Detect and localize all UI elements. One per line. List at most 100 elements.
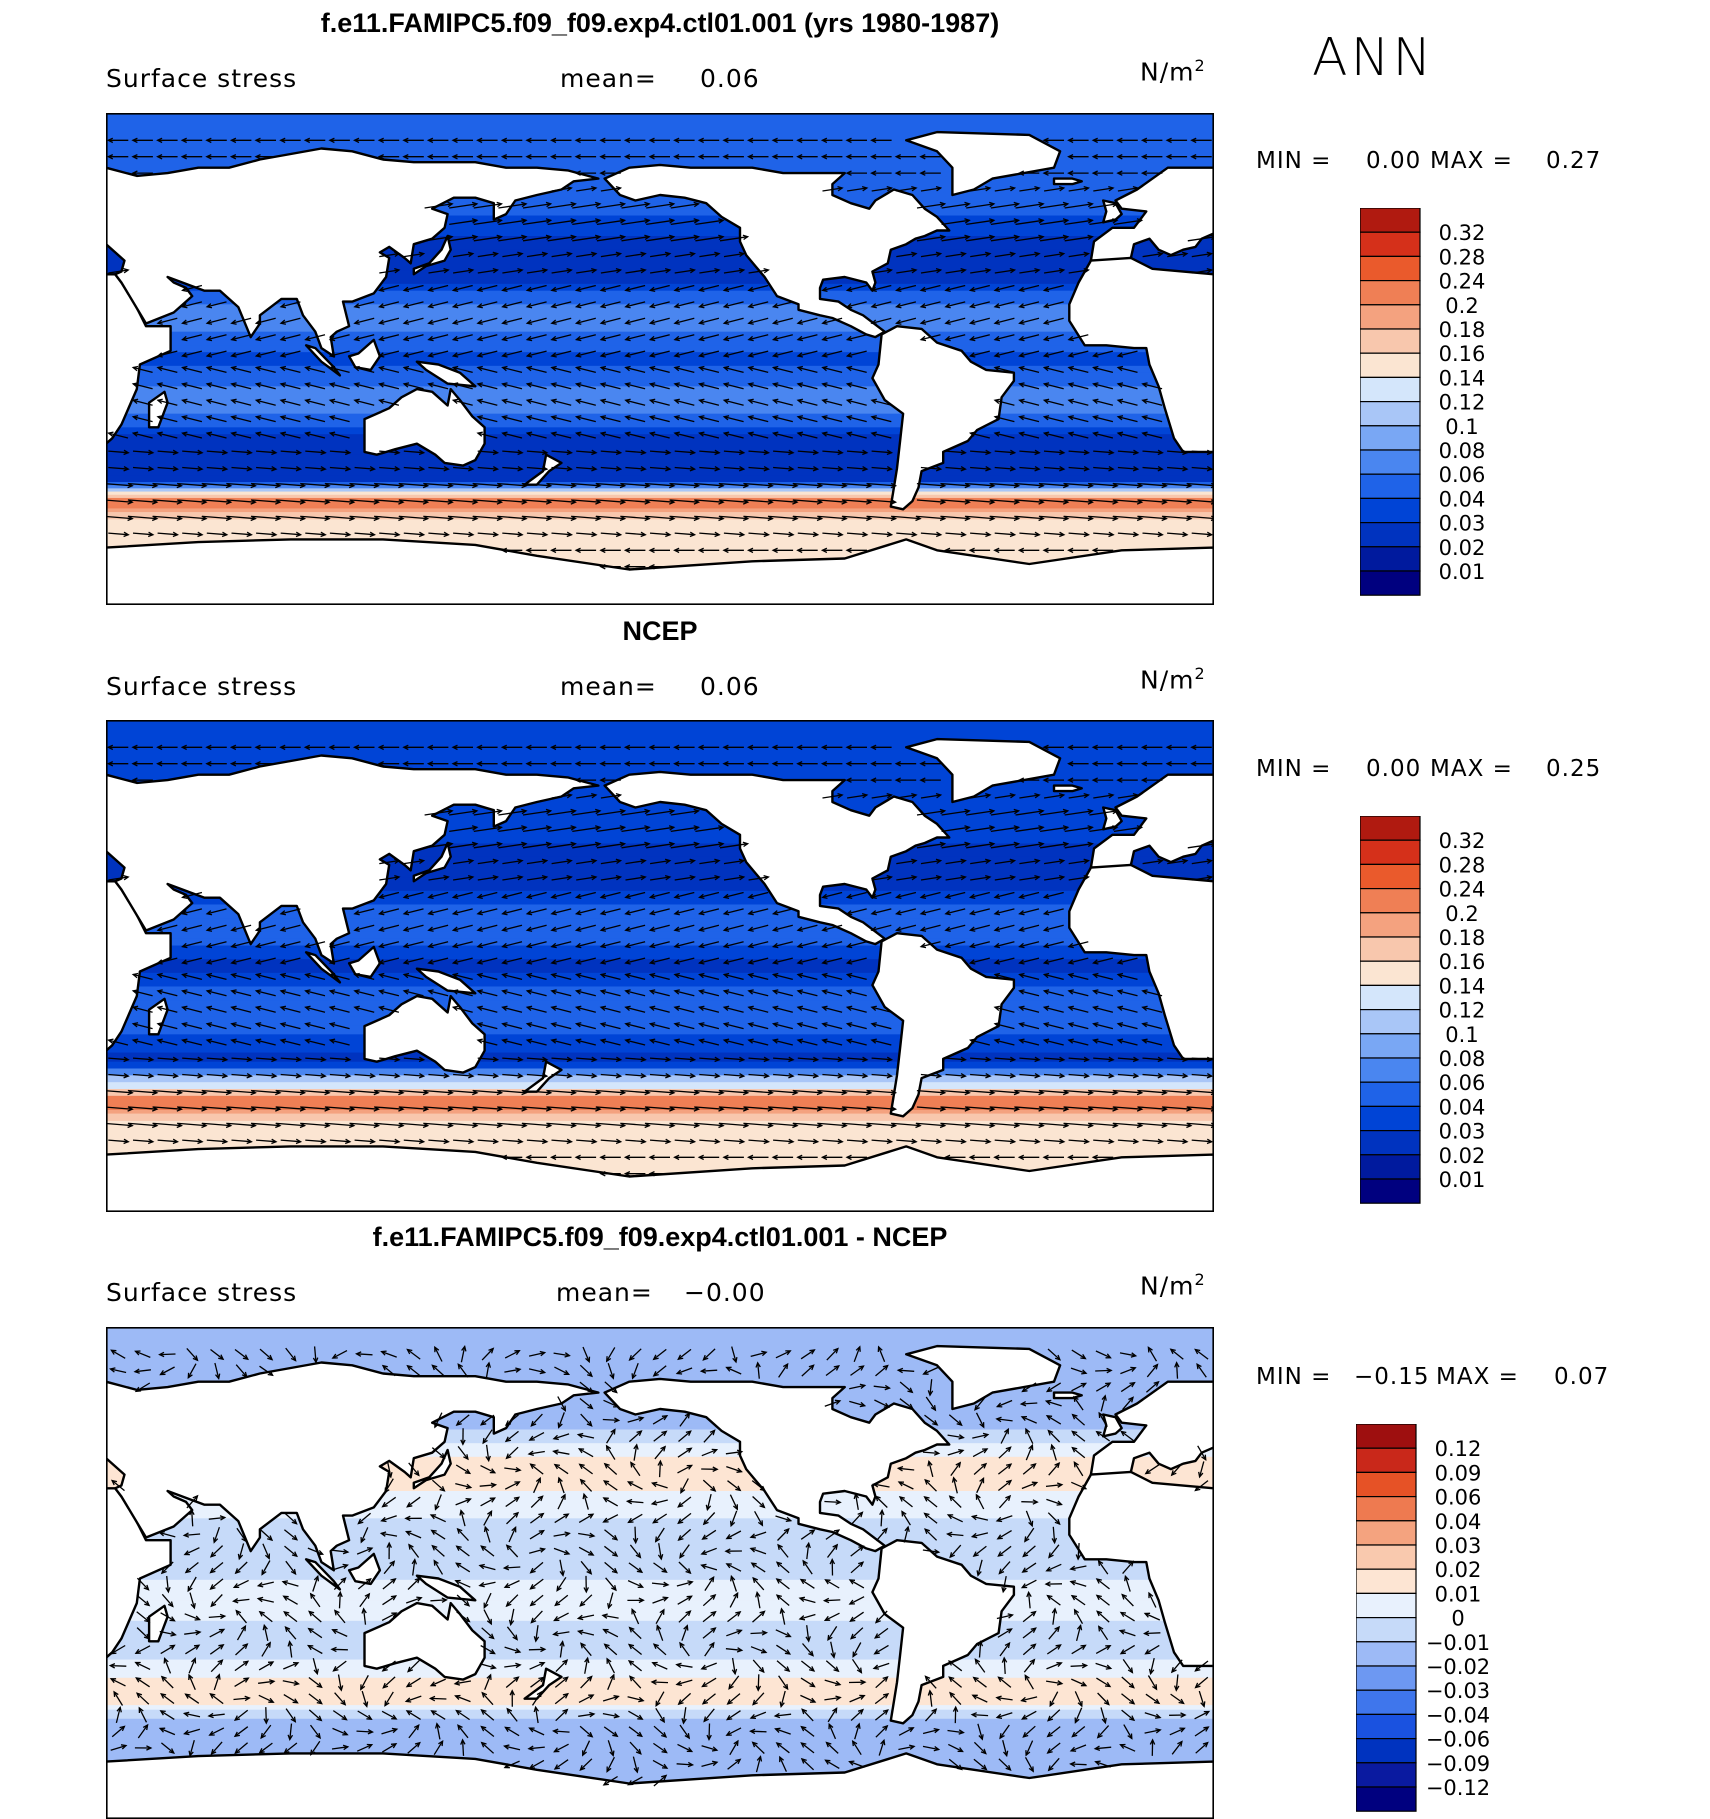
colorbar-swatch [1356, 1690, 1416, 1714]
colorbar-tick-label: 0.06 [1439, 463, 1486, 487]
colorbar-swatch [1360, 1155, 1420, 1179]
panel-3-max-value: 0.07 [1554, 1364, 1609, 1390]
colorbar-tick-label: 0.02 [1435, 1558, 1482, 1582]
colorbar-swatch [1356, 1497, 1416, 1521]
panel-1-min-value: 0.00 [1366, 148, 1421, 174]
colorbar-swatch [1356, 1666, 1416, 1690]
colorbar-swatch [1360, 1106, 1420, 1130]
colorbar-swatch [1360, 329, 1420, 353]
panel-2-mean-value: 0.06 [700, 672, 760, 701]
colorbar-swatch [1360, 426, 1420, 450]
colorbar-tick-label: 0.1 [1445, 415, 1478, 439]
panel-3-mean-value: −0.00 [684, 1278, 766, 1307]
colorbar-swatch [1360, 937, 1420, 961]
colorbar-swatch [1360, 498, 1420, 522]
colorbar-tick-label: −0.03 [1426, 1679, 1490, 1703]
colorbar-swatch [1360, 1082, 1420, 1106]
colorbar-swatch [1360, 889, 1420, 913]
panel-3-colorbar: 0.120.090.060.040.030.020.010−0.01−0.02−… [1356, 1424, 1566, 1814]
colorbar-swatch [1360, 961, 1420, 985]
colorbar-swatch [1356, 1739, 1416, 1763]
colorbar-tick-label: 0.04 [1439, 1095, 1486, 1119]
colorbar-swatch [1360, 208, 1420, 232]
colorbar-swatch [1356, 1569, 1416, 1593]
colorbar-tick-label: 0.16 [1439, 342, 1486, 366]
colorbar-swatch [1356, 1448, 1416, 1472]
colorbar-swatch [1360, 305, 1420, 329]
colorbar-swatch [1360, 816, 1420, 840]
panel-3-max-label: MAX = [1436, 1364, 1519, 1390]
colorbar-tick-label: 0.14 [1439, 366, 1486, 390]
colorbar-tick-label: 0.03 [1439, 512, 1486, 536]
colorbar-swatch [1360, 232, 1420, 256]
panel-3-min-label: MIN = [1256, 1364, 1331, 1390]
colorbar-tick-label: 0.2 [1445, 902, 1478, 926]
panel-3-min-value: −0.15 [1354, 1364, 1429, 1390]
colorbar-swatch [1360, 913, 1420, 937]
colorbar-tick-label: 0.04 [1435, 1510, 1482, 1534]
panel-1-title: f.e11.FAMIPC5.f09_f09.exp4.ctl01.001 (yr… [106, 8, 1214, 39]
panel-1-max-label: MAX = [1430, 148, 1513, 174]
panel-1-variable: Surface stress [106, 64, 297, 93]
colorbar-tick-label: 0.01 [1439, 560, 1486, 584]
colorbar-tick-label: 0.18 [1439, 318, 1486, 342]
colorbar-swatch [1360, 985, 1420, 1009]
colorbar-tick-label: 0.2 [1445, 294, 1478, 318]
colorbar-swatch [1356, 1593, 1416, 1617]
panel-2-max-label: MAX = [1430, 756, 1513, 782]
colorbar-swatch [1360, 1179, 1420, 1203]
colorbar-tick-label: 0.32 [1439, 221, 1486, 245]
colorbar-swatch [1360, 450, 1420, 474]
panel-3-map [106, 1327, 1214, 1819]
colorbar-swatch [1360, 353, 1420, 377]
panel-2-variable: Surface stress [106, 672, 297, 701]
panel-2-units: N/m2 [1140, 664, 1206, 694]
colorbar-swatch [1356, 1472, 1416, 1496]
colorbar-tick-label: 0.24 [1439, 270, 1486, 294]
colorbar-tick-label: 0.06 [1439, 1071, 1486, 1095]
colorbar-tick-label: −0.04 [1426, 1703, 1490, 1727]
colorbar-swatch [1356, 1763, 1416, 1787]
panel-1-units: N/m2 [1140, 56, 1206, 86]
panel-1-colorbar: 0.320.280.240.20.180.160.140.120.10.080.… [1360, 208, 1570, 598]
colorbar-swatch [1360, 547, 1420, 571]
panel-2-map [106, 720, 1214, 1212]
colorbar-swatch [1360, 1010, 1420, 1034]
colorbar-swatch [1356, 1787, 1416, 1811]
colorbar-tick-label: 0.12 [1439, 391, 1486, 415]
colorbar-tick-label: 0.28 [1439, 853, 1486, 877]
panel-1-min-label: MIN = [1256, 148, 1331, 174]
colorbar-tick-label: 0.32 [1439, 829, 1486, 853]
colorbar-tick-label: −0.02 [1426, 1655, 1490, 1679]
colorbar-tick-label: 0.03 [1439, 1120, 1486, 1144]
panel-2-min-value: 0.00 [1366, 756, 1421, 782]
colorbar-tick-label: 0.14 [1439, 974, 1486, 998]
colorbar-swatch [1356, 1424, 1416, 1448]
colorbar-swatch [1356, 1618, 1416, 1642]
colorbar-tick-label: 0.01 [1439, 1168, 1486, 1192]
panel-2-max-value: 0.25 [1546, 756, 1601, 782]
colorbar-tick-label: 0.08 [1439, 1047, 1486, 1071]
colorbar-tick-label: 0.02 [1439, 1144, 1486, 1168]
panel-1-map [106, 113, 1214, 605]
colorbar-swatch [1360, 402, 1420, 426]
colorbar-swatch [1356, 1642, 1416, 1666]
colorbar-swatch [1360, 1058, 1420, 1082]
panel-3-variable: Surface stress [106, 1278, 297, 1307]
colorbar-tick-label: 0.24 [1439, 878, 1486, 902]
panel-2-title: NCEP [106, 616, 1214, 647]
colorbar-swatch [1360, 864, 1420, 888]
colorbar-tick-label: 0 [1451, 1607, 1464, 1631]
colorbar-swatch [1360, 256, 1420, 280]
colorbar-tick-label: 0.03 [1435, 1534, 1482, 1558]
colorbar-tick-label: 0.28 [1439, 245, 1486, 269]
colorbar-swatch [1360, 474, 1420, 498]
colorbar-swatch [1360, 377, 1420, 401]
panel-3-mean-label: mean= [556, 1278, 653, 1307]
colorbar-swatch [1356, 1545, 1416, 1569]
season-label: ANN [1312, 28, 1434, 88]
colorbar-tick-label: 0.02 [1439, 536, 1486, 560]
panel-2-colorbar: 0.320.280.240.20.180.160.140.120.10.080.… [1360, 816, 1570, 1206]
colorbar-tick-label: −0.01 [1426, 1631, 1490, 1655]
colorbar-tick-label: 0.16 [1439, 950, 1486, 974]
